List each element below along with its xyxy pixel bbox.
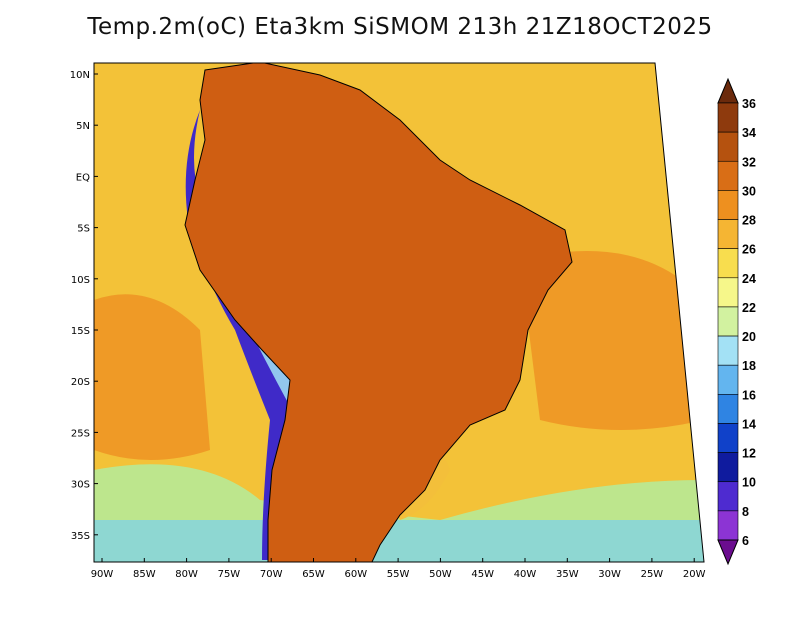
colorbar-swatch — [717, 452, 739, 483]
lat-label: 10N — [70, 70, 90, 81]
colorbar-max-arrow — [717, 77, 739, 104]
colorbar-swatch — [717, 102, 739, 133]
lon-label: 25W — [641, 569, 664, 580]
lat-label: 5S — [77, 224, 90, 235]
colorbar-swatch — [717, 248, 739, 279]
pacific-warm-band — [94, 294, 210, 460]
lat-label: EQ — [76, 172, 90, 183]
map-field — [94, 63, 704, 562]
colorbar-swatch — [717, 306, 739, 337]
colorbar-label: 12 — [742, 447, 756, 461]
lat-label: 25S — [71, 428, 90, 439]
colorbar-swatch — [717, 160, 739, 191]
colorbar-label: 32 — [742, 155, 756, 169]
lat-label: 35S — [71, 531, 90, 542]
colorbar-label: 30 — [742, 184, 756, 198]
lon-label: 30W — [598, 569, 621, 580]
map-frame — [93, 62, 705, 563]
lon-label: 85W — [133, 569, 156, 580]
lon-label: 65W — [302, 569, 325, 580]
lat-label: 5N — [76, 121, 90, 132]
lon-label: 75W — [218, 569, 241, 580]
colorbar-swatch — [717, 394, 739, 424]
colorbar-label: 6 — [742, 534, 749, 548]
colorbar-swatch — [717, 277, 739, 308]
colorbar-label: 8 — [742, 505, 749, 519]
colorbar-label: 26 — [742, 243, 756, 257]
far-south-ocean — [94, 520, 704, 562]
colorbar-swatch — [717, 423, 739, 453]
lon-label: 90W — [91, 569, 114, 580]
lon-label: 35W — [556, 569, 579, 580]
colorbar-swatch — [717, 335, 739, 366]
colorbar-label: 14 — [742, 417, 756, 431]
colorbar-label: 28 — [742, 214, 756, 228]
lon-label: 80W — [175, 569, 198, 580]
colorbar-swatch — [717, 219, 739, 249]
colorbar-label: 16 — [742, 388, 756, 402]
lat-label: 20S — [71, 377, 90, 388]
colorbar-min-arrow — [717, 539, 739, 566]
colorbar-label: 34 — [742, 126, 756, 140]
colorbar: 36 34 32 30 28 26 24 22 20 18 16 14 12 10 8 6 — [717, 77, 756, 566]
longitude-ticks: 90W 85W 80W 75W 70W 65W 60W 55W 50W 45W 40W 35W 30W 2… — [91, 558, 706, 580]
lon-label: 40W — [514, 569, 537, 580]
lat-label: 30S — [71, 480, 90, 491]
map-title: Temp.2m(oC) Eta3km SiSMOM 213h 21Z18OCT2… — [87, 14, 713, 40]
colorbar-swatch — [717, 190, 739, 220]
latitude-ticks: 10N 5N EQ 5S 10S 15S 20S 25S 30S 35S — [70, 70, 98, 542]
colorbar-label: 10 — [742, 476, 756, 490]
colorbar-label: 20 — [742, 330, 756, 344]
lat-label: 10S — [71, 275, 90, 286]
lon-label: 60W — [344, 569, 367, 580]
colorbar-swatch — [717, 510, 739, 541]
colorbar-swatch — [717, 364, 739, 395]
lon-label: 55W — [387, 569, 410, 580]
lon-label: 45W — [471, 569, 494, 580]
colorbar-label: 36 — [742, 97, 756, 111]
atlantic-warm-band — [520, 251, 704, 430]
colorbar-swatch — [717, 481, 739, 512]
colorbar-swatch — [717, 131, 739, 162]
lat-label: 15S — [71, 326, 90, 337]
colorbar-label: 18 — [742, 359, 756, 373]
lon-label: 50W — [429, 569, 452, 580]
colorbar-label: 24 — [742, 272, 756, 286]
lon-label: 70W — [260, 569, 283, 580]
colorbar-label: 22 — [742, 301, 756, 315]
andes-cold-strip — [185, 110, 300, 560]
lon-label: 20W — [683, 569, 706, 580]
